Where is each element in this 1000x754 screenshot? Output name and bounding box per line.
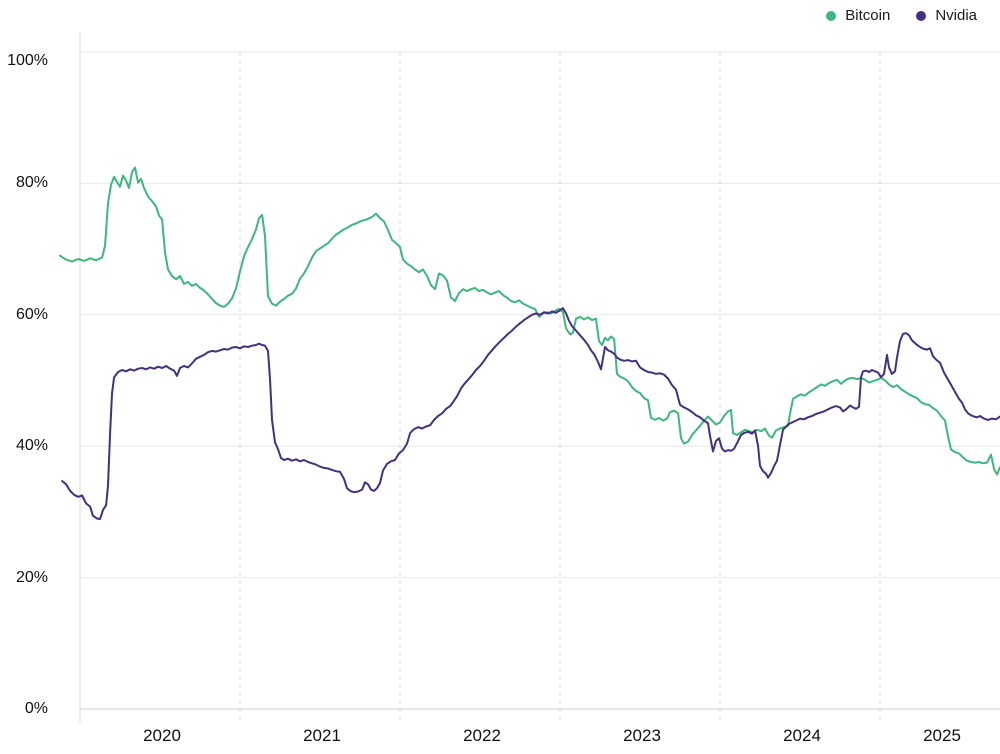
y-axis-tick-label: 80% [15,174,48,192]
y-axis-tick-label: 40% [15,437,48,455]
legend-item-bitcoin[interactable]: Bitcoin [826,7,890,24]
nvidia-series-line[interactable] [61,307,1000,521]
legend-item-label: Bitcoin [845,7,891,24]
legend-item-label: Nvidia [935,7,977,24]
y-axis-tick-label: 100% [7,52,48,69]
x-axis-tick-label: 2021 [303,726,341,745]
nvidia-legend-dot-icon [916,10,927,21]
y-axis-tick-label: 60% [15,305,48,323]
x-axis-tick-label: 2025 [923,726,961,745]
x-axis-tick-label: 2023 [623,726,661,745]
y-axis-tick-label: 0% [24,700,48,717]
bitcoin-series-line[interactable] [59,166,1000,476]
x-axis-tick-label: 2022 [463,726,501,745]
x-axis-tick-label: 2024 [783,726,821,745]
bitcoin-legend-dot-icon [826,10,837,21]
legend-item-nvidia[interactable]: Nvidia [916,7,977,24]
y-axis-tick-label: 20% [15,568,48,586]
x-axis-tick-label: 2020 [143,726,181,745]
chart-legend: Bitcoin Nvidia [826,7,977,24]
